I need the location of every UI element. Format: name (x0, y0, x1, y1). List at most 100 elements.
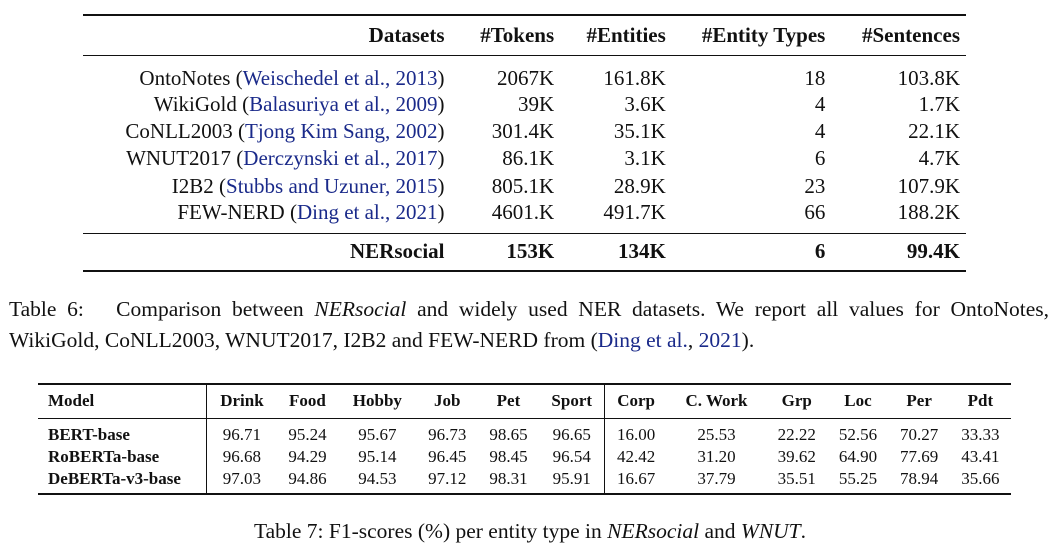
entities-cell: 3.6K (624, 91, 666, 116)
score-cell: 94.29 (288, 446, 327, 466)
header-entities: #Entities (554, 14, 666, 56)
dataset-cell: CoNLL2003 (Tjong Kim Sang, 2002) (125, 118, 445, 143)
citation-link[interactable]: Balasuriya et al., 2009 (249, 91, 438, 116)
caption-label: Table 6: (9, 297, 84, 321)
header-tokens: #Tokens (450, 14, 555, 56)
table-row: I2B2 (Stubbs and Uzuner, 2015) 805.1K 28… (83, 172, 966, 199)
score-cell: 97.12 (416, 468, 478, 495)
tokens-cell: 39K (517, 91, 555, 116)
score-cell: 96.45 (428, 446, 467, 466)
caption-text: Comparison between (116, 297, 304, 321)
entity-types-cell: 18 (804, 65, 826, 90)
entity-types-cell: 6 (665, 232, 830, 273)
citation-link[interactable]: Weischedel et al., 2013 (242, 65, 438, 90)
entity-types-cell: 4 (814, 118, 826, 143)
table-7-caption: Table 7: F1-scores (%) per entity type i… (0, 519, 1060, 544)
score-cell: 64.90 (838, 446, 878, 466)
caption-text: . (800, 519, 807, 543)
citation-link[interactable]: Ding et al. (597, 328, 688, 352)
score-cell: 94.86 (276, 468, 339, 495)
sentences-cell: 107.9K (897, 173, 960, 198)
caption-text: ). (741, 328, 755, 352)
model-name: DeBERTa-v3-base (38, 468, 207, 495)
header-grp: Grp (766, 383, 828, 419)
table-row: DeBERTa-v3-base 97.03 94.86 94.53 97.12 … (38, 468, 1011, 495)
header-loc: Loc (827, 383, 889, 419)
dataset-name: FEW-NERD (177, 199, 285, 224)
tokens-cell: 153K (450, 232, 555, 273)
score-cell: 70.27 (900, 424, 939, 444)
sentences-cell: 4.7K (918, 146, 960, 171)
citation-year-link[interactable]: 2021 (698, 328, 742, 352)
table-row: WikiGold (Balasuriya et al., 2009) 39K 3… (83, 91, 966, 118)
dataset-name: I2B2 (171, 173, 214, 198)
score-cell: 98.31 (477, 468, 540, 495)
table-row: FEW-NERD (Ding et al., 2021) 4601.K 491.… (83, 200, 966, 234)
entity-types-cell: 66 (804, 199, 826, 224)
dataset-cell: OntoNotes (Weischedel et al., 2013) (139, 65, 445, 90)
caption-text: , (687, 328, 694, 352)
score-cell: 95.91 (539, 468, 606, 495)
score-cell: 98.45 (489, 446, 528, 466)
dataset-name: WikiGold (153, 91, 237, 116)
tokens-cell: 301.4K (491, 118, 555, 143)
sentences-cell: 1.7K (918, 91, 960, 116)
table-row: OntoNotes (Weischedel et al., 2013) 2067… (83, 55, 966, 91)
table-total-row: NERsocial 153K 134K 6 99.4K (83, 232, 966, 273)
caption-text: and (704, 519, 736, 543)
entities-cell: 35.1K (613, 118, 666, 143)
table-6-header-row: Datasets #Tokens #Entities #Entity Types… (83, 14, 966, 56)
table-row: RoBERTa-base 96.68 94.29 95.14 96.45 98.… (38, 444, 1011, 469)
dataset-cell: WikiGold (Balasuriya et al., 2009) (153, 91, 445, 116)
entities-cell: 491.7K (603, 199, 666, 224)
caption-text: and widely used NER datasets. We report … (9, 297, 1050, 352)
score-cell: 78.94 (888, 468, 950, 495)
table-row: WNUT2017 (Derczynski et al., 2017) 86.1K… (83, 145, 966, 172)
score-cell: 52.56 (838, 424, 878, 444)
header-datasets: Datasets (83, 14, 451, 56)
dataset-name: CoNLL2003 (125, 118, 233, 143)
score-cell: 94.53 (338, 468, 417, 495)
citation-link[interactable]: Stubbs and Uzuner, 2015 (226, 173, 438, 198)
score-cell: 95.24 (288, 424, 327, 444)
table-row: BERT-base 96.71 95.24 95.67 96.73 98.65 … (38, 418, 1011, 445)
header-entity-types: #Entity Types (665, 14, 830, 56)
header-creative-work: C. Work (666, 383, 767, 419)
score-cell: 77.69 (900, 446, 939, 466)
score-cell: 97.03 (206, 468, 277, 495)
citation-link[interactable]: Tjong Kim Sang, 2002 (245, 118, 438, 143)
header-food: Food (276, 383, 339, 419)
score-cell: 39.62 (777, 446, 816, 466)
dataset-name: OntoNotes (139, 65, 231, 90)
caption-dataset-name: NERsocial (314, 297, 407, 321)
citation-link[interactable]: Ding et al., 2021 (296, 199, 438, 224)
score-cell: 22.22 (777, 424, 816, 444)
score-cell: 33.33 (961, 424, 1000, 444)
sentences-cell: 188.2K (897, 199, 960, 224)
entities-cell: 134K (554, 232, 666, 273)
score-cell: 16.67 (604, 468, 667, 495)
sentences-cell: 99.4K (829, 232, 966, 273)
header-job: Job (416, 383, 478, 419)
score-cell: 98.65 (489, 424, 528, 444)
score-cell: 96.65 (539, 418, 606, 445)
sentences-cell: 22.1K (908, 118, 960, 143)
score-cell: 37.79 (666, 468, 767, 495)
dataset-name: NERsocial (83, 232, 451, 273)
dataset-cell: WNUT2017 (Derczynski et al., 2017) (126, 146, 445, 171)
sentences-cell: 103.8K (897, 65, 960, 90)
header-sport: Sport (539, 383, 606, 419)
dataset-cell: I2B2 (Stubbs and Uzuner, 2015) (171, 173, 445, 198)
citation-link[interactable]: Derczynski et al., 2017 (243, 146, 438, 171)
entities-cell: 28.9K (613, 173, 666, 198)
table-6: Datasets #Tokens #Entities #Entity Types… (83, 14, 966, 273)
score-cell: 55.25 (827, 468, 889, 495)
entities-cell: 3.1K (624, 146, 666, 171)
score-cell: 95.67 (358, 424, 397, 444)
score-cell: 25.53 (697, 424, 736, 444)
dataset-name: WNUT2017 (126, 146, 232, 171)
header-per: Per (888, 383, 950, 419)
tokens-cell: 4601.K (491, 199, 555, 224)
score-cell: 95.14 (358, 446, 397, 466)
score-cell: 35.66 (949, 468, 1011, 495)
